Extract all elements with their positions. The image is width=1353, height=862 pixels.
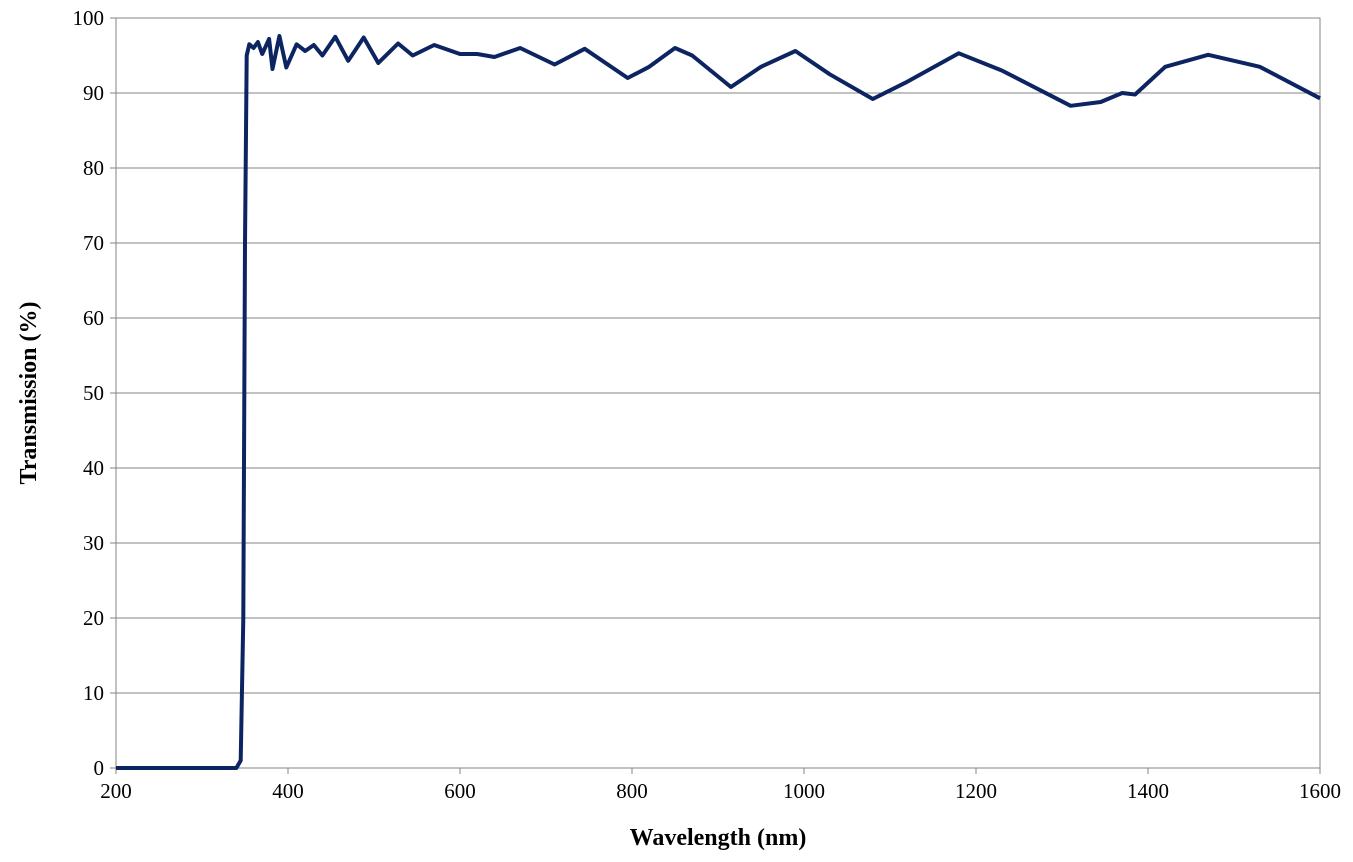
y-tick-label: 20 (83, 606, 104, 630)
x-tick-label: 400 (272, 779, 304, 803)
y-axis-title: Transmission (%) (16, 302, 42, 485)
x-tick-label: 1200 (955, 779, 997, 803)
y-tick-label: 30 (83, 531, 104, 555)
y-tick-label: 70 (83, 231, 104, 255)
y-tick-label: 40 (83, 456, 104, 480)
y-tick-label: 60 (83, 306, 104, 330)
y-tick-label: 100 (73, 6, 105, 30)
x-tick-label: 1000 (783, 779, 825, 803)
y-tick-label: 80 (83, 156, 104, 180)
x-tick-label: 600 (444, 779, 476, 803)
line-series (116, 34, 1321, 770)
x-tick-label: 800 (616, 779, 648, 803)
y-tick-label: 50 (83, 381, 104, 405)
x-axis-title: Wavelength (nm) (630, 825, 807, 851)
x-tick-label: 200 (100, 779, 132, 803)
y-tick-label: 10 (83, 681, 104, 705)
x-tick-label: 1400 (1127, 779, 1169, 803)
y-tick-label: 0 (94, 756, 105, 780)
x-tick-label: 1600 (1299, 779, 1341, 803)
y-tick-label: 90 (83, 81, 104, 105)
